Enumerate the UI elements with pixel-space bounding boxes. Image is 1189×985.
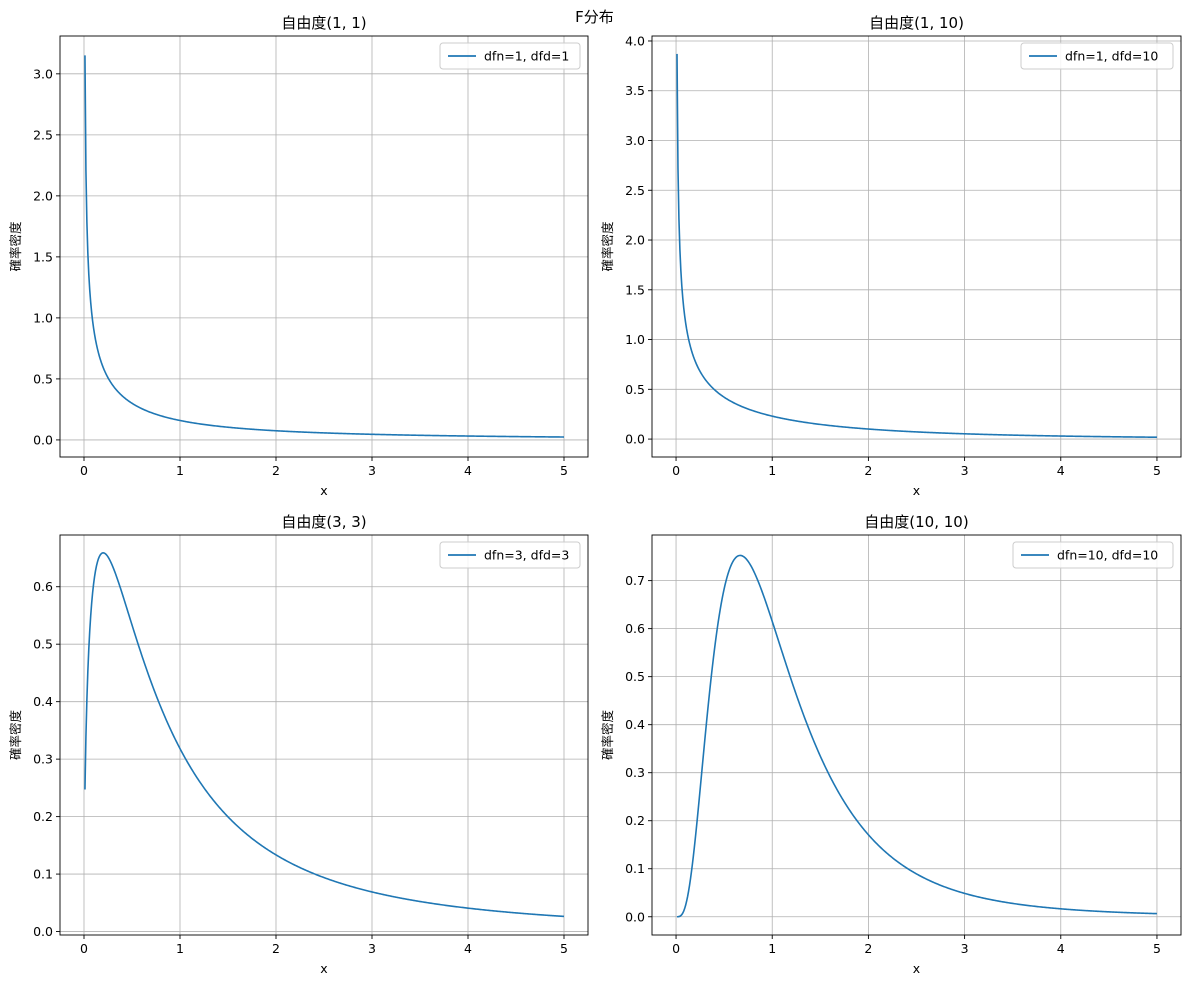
x-tick-label: 1: [768, 463, 776, 478]
x-tick-label: 3: [368, 463, 376, 478]
legend-label: dfn=1, dfd=1: [484, 49, 569, 64]
x-tick-label: 4: [1057, 941, 1065, 956]
x-tick-label: 5: [1153, 941, 1161, 956]
y-tick-label: 0.2: [33, 809, 53, 824]
axes-frame: [651, 35, 1182, 458]
y-tick-label: 2.0: [625, 233, 645, 248]
y-tick-label: 0.5: [625, 669, 645, 684]
x-axis-label: x: [320, 483, 327, 498]
x-tick-label: 4: [1057, 463, 1065, 478]
x-tick-label: 1: [176, 463, 184, 478]
chart-panel-3: 0 1 2 3 4 5 0.0 0.1 0.2 0.3 0.4 0.5 0.6 自由度(3, 3) x 確率密…: [8, 513, 589, 976]
series-line: [84, 551, 565, 918]
x-axis-label: x: [913, 961, 920, 976]
y-tick-label: 0.5: [625, 382, 645, 397]
x-tick-label: 2: [272, 463, 280, 478]
y-tick-label: 4.0: [625, 33, 645, 48]
x-tick-label: 2: [864, 463, 872, 478]
legend-box: [439, 541, 581, 569]
x-tick-label: 0: [80, 941, 88, 956]
y-tick-label: 0.1: [625, 861, 645, 876]
chart-title: 自由度(1, 1): [281, 14, 366, 32]
chart-panel-4: 0 1 2 3 4 5 0.0 0.1 0.2 0.3 0.4 0.5 0.6 0.7 自由度(10, 10…: [600, 513, 1182, 976]
y-axis-label: 確率密度: [600, 221, 615, 272]
x-tick-label: 3: [961, 941, 969, 956]
y-axis-label: 確率密度: [600, 710, 615, 761]
x-tick-label: 3: [961, 463, 969, 478]
y-tick-label: 1.5: [625, 282, 645, 297]
x-tick-label: 0: [80, 463, 88, 478]
axes-frame: [651, 534, 1182, 936]
y-tick-label: 0.4: [625, 717, 645, 732]
y-tick-label: 0.0: [33, 432, 53, 447]
y-tick-label: 0.3: [625, 765, 645, 780]
x-tick-label: 5: [560, 941, 568, 956]
x-tick-label: 4: [464, 941, 472, 956]
y-tick-label: 3.5: [625, 83, 645, 98]
y-tick-label: 2.5: [625, 183, 645, 198]
series-line: [84, 55, 565, 438]
series-line: [676, 554, 1157, 918]
x-axis-label: x: [913, 483, 920, 498]
chart-title: 自由度(3, 3): [281, 513, 366, 531]
chart-panel-2: 0 1 2 3 4 5 0.0 0.5 1.0 1.5 2.0 2.5 3.0 3.5 4.0 自由度(1, …: [600, 14, 1182, 498]
y-tick-label: 3.0: [625, 133, 645, 148]
x-tick-label: 5: [1153, 463, 1161, 478]
legend: dfn=1, dfd=10: [1020, 42, 1174, 70]
y-tick-label: 0.0: [625, 432, 645, 447]
y-tick-label: 0.7: [625, 573, 645, 588]
x-tick-label: 4: [464, 463, 472, 478]
x-tick-label: 2: [864, 941, 872, 956]
chart-title: 自由度(1, 10): [869, 14, 964, 32]
legend: dfn=10, dfd=10: [1012, 541, 1174, 569]
x-tick-label: 5: [560, 463, 568, 478]
y-tick-label: 2.0: [33, 188, 53, 203]
y-tick-label: 0.6: [625, 621, 645, 636]
y-tick-label: 1.0: [33, 310, 53, 325]
x-tick-label: 2: [272, 941, 280, 956]
x-tick-label: 1: [176, 941, 184, 956]
x-axis-label: x: [320, 961, 327, 976]
legend-label: dfn=1, dfd=10: [1065, 49, 1158, 64]
y-tick-label: 0.0: [33, 924, 53, 939]
x-tick-label: 0: [672, 463, 680, 478]
legend-box: [1012, 541, 1174, 569]
y-tick-label: 0.6: [33, 579, 53, 594]
figure-title: F分布: [575, 8, 614, 26]
y-tick-label: 0.5: [33, 637, 53, 652]
chart-panel-1: 0 1 2 3 4 5 0.0 0.5 1.0 1.5 2.0 2.5 3.0 自由度(1, 1) x 確率密…: [8, 14, 589, 498]
legend: dfn=1, dfd=1: [439, 42, 581, 70]
y-tick-label: 2.5: [33, 127, 53, 142]
series-line: [676, 53, 1157, 439]
y-axis-label: 確率密度: [8, 221, 23, 272]
y-tick-label: 0.1: [33, 867, 53, 882]
y-tick-label: 0.0: [625, 909, 645, 924]
y-tick-label: 1.0: [625, 332, 645, 347]
y-tick-label: 0.3: [33, 752, 53, 767]
chart-title: 自由度(10, 10): [864, 513, 968, 531]
y-tick-label: 1.5: [33, 249, 53, 264]
legend-box: [1020, 42, 1174, 70]
y-tick-label: 0.4: [33, 694, 53, 709]
legend-label: dfn=10, dfd=10: [1057, 548, 1158, 563]
legend-box: [439, 42, 581, 70]
axes-frame: [59, 35, 589, 458]
y-tick-label: 0.5: [33, 371, 53, 386]
x-tick-label: 3: [368, 941, 376, 956]
axes-frame: [59, 534, 589, 936]
x-tick-label: 0: [672, 941, 680, 956]
y-tick-label: 0.2: [625, 813, 645, 828]
legend-label: dfn=3, dfd=3: [484, 548, 569, 563]
y-axis-label: 確率密度: [8, 710, 23, 761]
y-tick-label: 3.0: [33, 66, 53, 81]
x-tick-label: 1: [768, 941, 776, 956]
legend: dfn=3, dfd=3: [439, 541, 581, 569]
